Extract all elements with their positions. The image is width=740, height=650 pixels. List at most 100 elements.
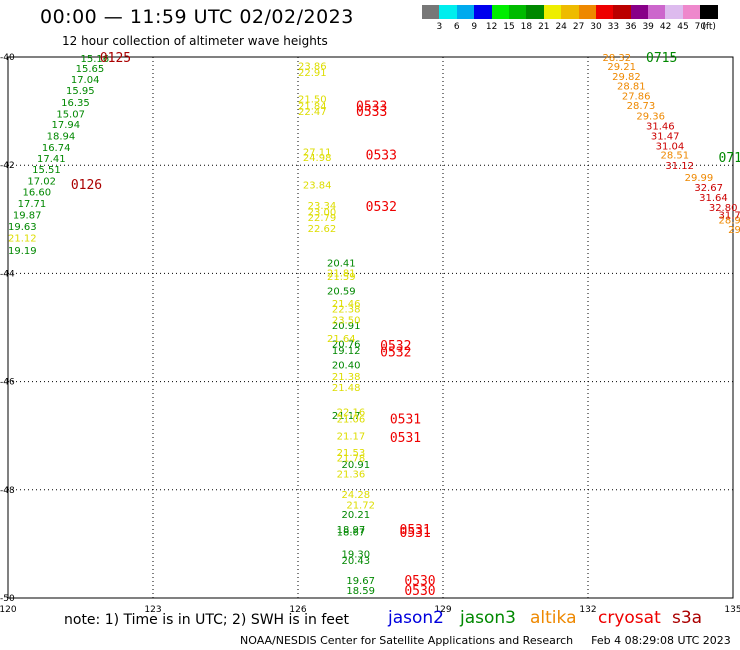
color-scale-label: 45 bbox=[677, 22, 689, 32]
wave-height-label: 22.47 bbox=[298, 107, 327, 118]
color-swatch bbox=[682, 5, 701, 19]
wave-height-label: 29.36 bbox=[636, 111, 665, 122]
generated-timestamp: Feb 4 08:29:08 UTC 2023 bbox=[591, 634, 731, 647]
wave-height-label: 21.17 bbox=[332, 411, 361, 422]
legend-jason3: jason3 bbox=[460, 608, 516, 628]
legend-altika: altika bbox=[530, 608, 577, 628]
wave-height-label: 16.74 bbox=[42, 143, 71, 154]
wave-height-label: 15.51 bbox=[32, 165, 61, 176]
y-tick-label: -46 bbox=[0, 378, 15, 388]
wave-height-label: 21.06 bbox=[337, 414, 366, 425]
wave-height-label: 20.91 bbox=[332, 321, 361, 332]
wave-height-label: 18.59 bbox=[346, 586, 375, 597]
color-scale-label: 70 bbox=[694, 22, 707, 32]
pass-time-label: 0533 bbox=[366, 148, 397, 163]
legend-cryosat: cryosat bbox=[598, 608, 661, 628]
wave-height-label: 18.67 bbox=[337, 527, 366, 538]
y-tick-label: -48 bbox=[0, 486, 15, 496]
y-tick-label: -50 bbox=[0, 594, 15, 604]
wave-height-label: 18.97 bbox=[337, 525, 366, 536]
color-swatch bbox=[456, 5, 475, 19]
wave-height-label: 29.82 bbox=[612, 72, 641, 83]
legend-jason2: jason2 bbox=[388, 608, 444, 628]
wave-height-label: 31.12 bbox=[665, 161, 694, 172]
wave-height-label: 17.71 bbox=[18, 199, 47, 210]
color-scale-labels: 3 6 9 12 15 18 21 24 27 30 33 36 39 42 45 70 (ft) bbox=[422, 22, 740, 34]
color-swatch bbox=[613, 5, 631, 19]
color-scale-label: 6 bbox=[453, 22, 460, 32]
wave-height-label: 23.86 bbox=[298, 62, 327, 73]
pass-time-label: 0533 bbox=[356, 105, 387, 120]
color-scale-label: 3 bbox=[436, 22, 443, 32]
color-swatch bbox=[439, 5, 457, 19]
wave-height-label: 20.91 bbox=[342, 460, 371, 471]
color-scale-label: 42 bbox=[659, 22, 672, 32]
x-tick-label: 120 bbox=[0, 605, 17, 615]
color-swatch bbox=[578, 5, 596, 19]
wave-height-label: 21.72 bbox=[346, 500, 375, 511]
wave-height-label: 28.81 bbox=[617, 82, 646, 93]
wave-height-label: 19.87 bbox=[13, 210, 42, 221]
wave-height-label: 21.38 bbox=[332, 372, 361, 383]
wave-height-label: 20.40 bbox=[332, 360, 361, 371]
color-swatch bbox=[665, 5, 683, 19]
y-tick-label: -42 bbox=[0, 161, 15, 171]
footer-note: note: 1) Time is in UTC; 2) SWH is in fe… bbox=[64, 612, 350, 628]
pass-time-label: 0715 bbox=[646, 51, 677, 66]
y-tick-label: -40 bbox=[0, 53, 15, 63]
pass-time-label: 0530 bbox=[404, 574, 435, 589]
wave-height-label: 15.65 bbox=[76, 64, 105, 75]
wave-height-label: 28.73 bbox=[627, 101, 656, 112]
wave-height-label: 32.80 bbox=[709, 203, 738, 214]
color-scale-label: 39 bbox=[642, 22, 654, 32]
wave-height-label: 19.30 bbox=[342, 550, 371, 561]
wave-height-label: 17.02 bbox=[27, 176, 56, 187]
color-scale-label: 36 bbox=[625, 22, 637, 32]
color-scale-label: 9 bbox=[471, 22, 478, 32]
wave-height-label: 22.62 bbox=[308, 224, 337, 235]
legend-s3a: s3a bbox=[672, 608, 703, 628]
wave-height-label: 21.36 bbox=[337, 470, 366, 481]
wave-height-label: 21.17 bbox=[337, 432, 366, 443]
wave-height-label: 31.64 bbox=[699, 193, 728, 204]
wave-height-label: 15.07 bbox=[56, 109, 85, 120]
wave-height-label: 23.34 bbox=[308, 201, 337, 212]
color-swatch bbox=[491, 5, 509, 19]
x-tick-label: 126 bbox=[289, 605, 306, 615]
color-swatch bbox=[508, 5, 527, 19]
pass-time-label: 0531 bbox=[400, 526, 431, 541]
wave-height-label: 31.04 bbox=[656, 142, 685, 153]
wave-height-label: 28.32 bbox=[603, 53, 632, 64]
wave-height-label: 22.79 bbox=[308, 213, 337, 224]
wave-height-label: 27.11 bbox=[303, 148, 332, 159]
wave-height-label: 29.1 bbox=[728, 225, 740, 236]
wave-height-label: 21.78 bbox=[337, 453, 366, 464]
wave-height-label: 20.21 bbox=[342, 510, 371, 521]
pass-time-label: 0532 bbox=[380, 345, 411, 360]
color-scale-label: 30 bbox=[590, 22, 602, 32]
pass-time-label: 0530 bbox=[404, 584, 435, 599]
wave-height-label: 21.59 bbox=[327, 272, 356, 283]
pass-time-label: 0126 bbox=[71, 178, 102, 193]
color-swatch bbox=[595, 5, 614, 19]
color-swatch bbox=[474, 5, 492, 19]
wave-height-label: 15.95 bbox=[66, 86, 95, 97]
wave-height-label: 16.35 bbox=[61, 98, 90, 109]
pass-time-label: 0531 bbox=[390, 431, 421, 446]
wave-height-label: 22.91 bbox=[298, 68, 327, 79]
color-scale-label: 18 bbox=[520, 22, 533, 32]
wave-height-label: 22.38 bbox=[332, 305, 361, 316]
color-scale-label: 33 bbox=[607, 22, 620, 32]
wave-height-label: 17.04 bbox=[71, 75, 100, 86]
credit-line: NOAA/NESDIS Center for Satellite Applica… bbox=[240, 634, 731, 647]
color-scale-label: 24 bbox=[555, 22, 567, 32]
color-swatch bbox=[630, 5, 649, 19]
color-scale-label: (ft) bbox=[702, 22, 716, 32]
color-swatch bbox=[422, 5, 440, 19]
wave-height-label: 31.79 bbox=[719, 210, 740, 221]
wave-height-label: 21.50 bbox=[298, 95, 327, 106]
wave-height-label: 21.48 bbox=[332, 383, 361, 394]
color-scale-label: 21 bbox=[538, 22, 550, 32]
wave-height-label: 29.21 bbox=[607, 62, 636, 73]
